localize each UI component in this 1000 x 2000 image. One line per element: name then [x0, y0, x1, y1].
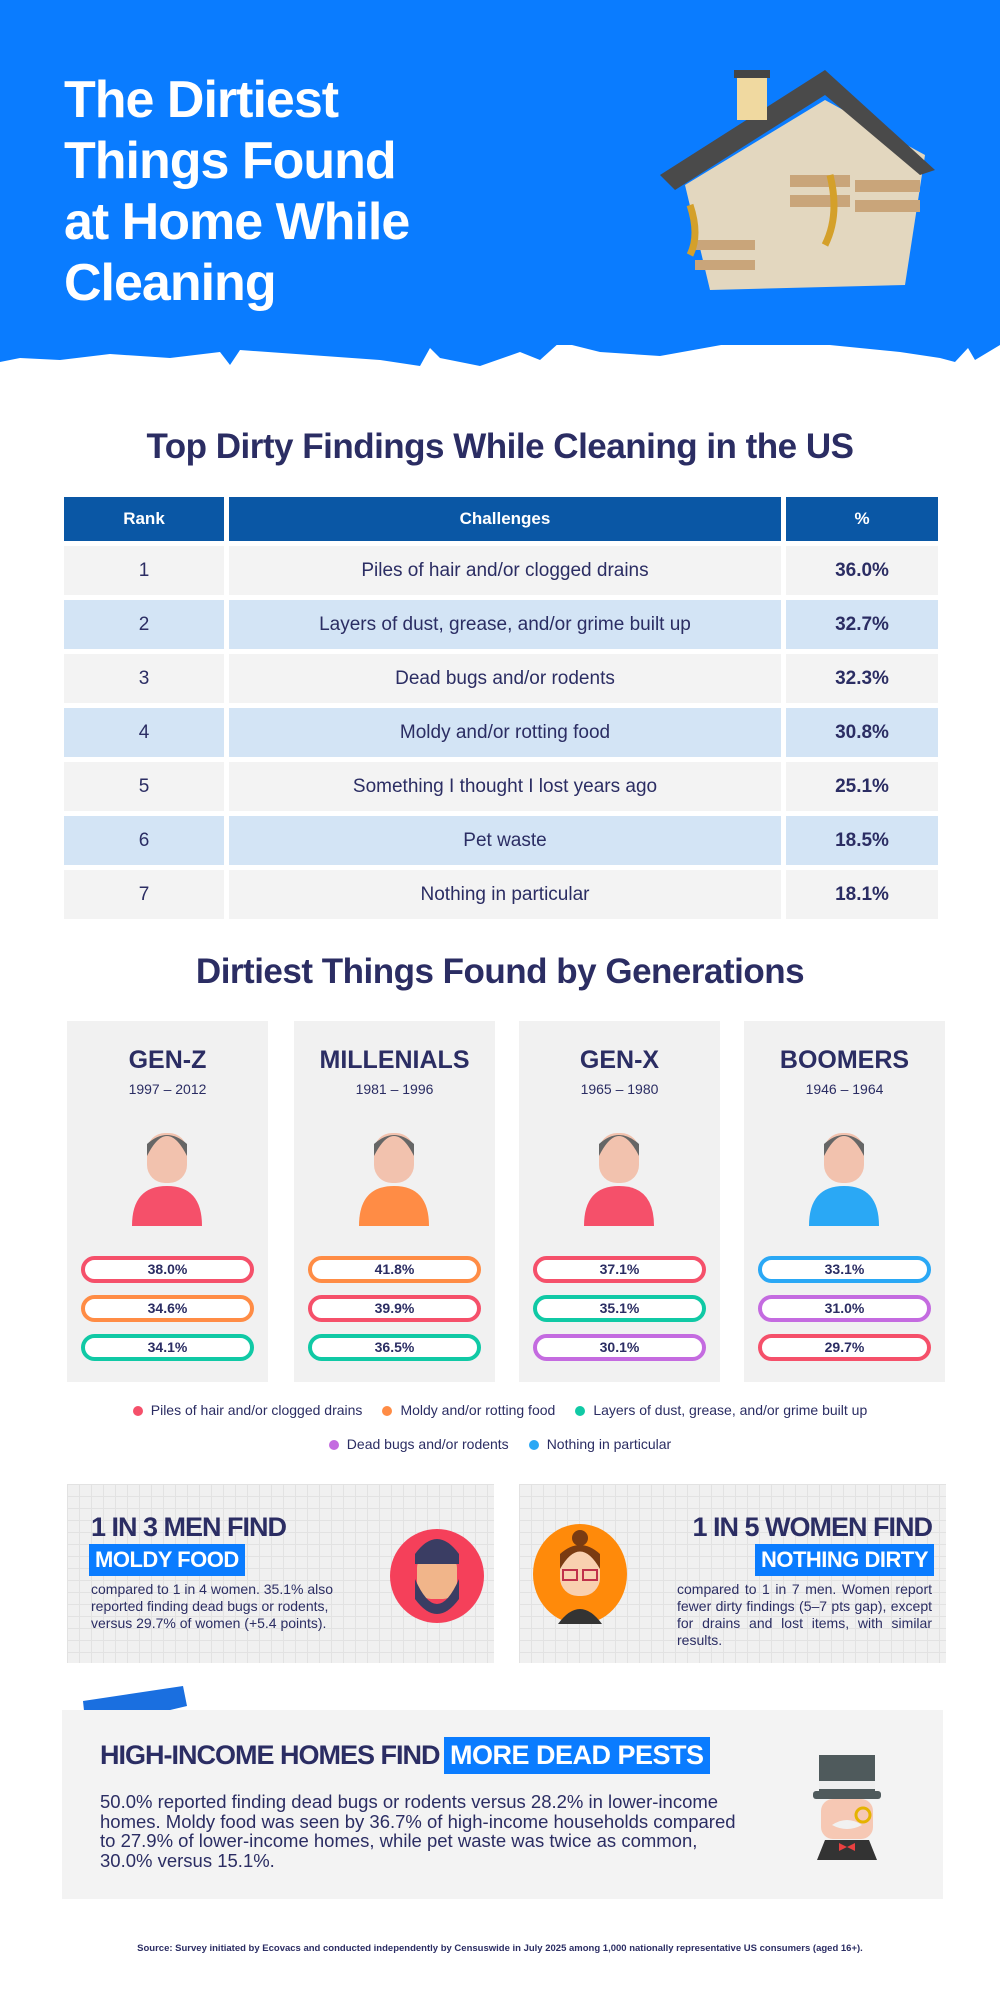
pct-cell: 32.7% — [786, 600, 938, 649]
stat-pill: 39.9% — [308, 1295, 481, 1322]
table-row: 3 Dead bugs and/or rodents 32.3% — [64, 654, 938, 703]
legend-dot — [575, 1406, 586, 1416]
legend-item: Piles of hair and/or clogged drains — [132, 1402, 363, 1418]
stat-pill: 37.1% — [533, 1256, 706, 1283]
generation-card: GEN-Z 1997 – 2012 38.0% 34.6% 34.1% — [67, 1021, 268, 1382]
challenge-cell: Dead bugs and/or rodents — [229, 654, 781, 703]
men-stat-card: 1 IN 3 MEN FIND MOLDY FOOD compared to 1… — [67, 1484, 494, 1663]
challenge-cell: Pet waste — [229, 816, 781, 865]
stat-pill: 33.1% — [758, 1256, 931, 1283]
income-card: HIGH-INCOME HOMES FIND MORE DEAD PESTS 5… — [62, 1710, 943, 1899]
generation-card: BOOMERS 1946 – 1964 33.1% 31.0% 29.7% — [744, 1021, 945, 1382]
women-stat-card: 1 IN 5 WOMEN FIND NOTHING DIRTY compared… — [519, 1484, 946, 1663]
women-body: compared to 1 in 7 men. Women report few… — [677, 1581, 932, 1648]
rank-cell: 6 — [64, 816, 224, 865]
generation-name: MILLENIALS — [319, 1046, 470, 1074]
source-note: Source: Survey initiated by Ecovacs and … — [137, 1943, 863, 1954]
pct-cell: 36.0% — [786, 546, 938, 595]
pct-cell: 18.5% — [786, 816, 938, 865]
legend-label: Dead bugs and/or rodents — [346, 1436, 509, 1452]
women-highlight: NOTHING DIRTY — [754, 1544, 934, 1576]
legend-row-1: Piles of hair and/or clogged drains Moldy… — [0, 1402, 1000, 1418]
legend-item: Dead bugs and/or rodents — [328, 1436, 509, 1452]
stat-pill: 41.8% — [308, 1256, 481, 1283]
challenge-cell: Piles of hair and/or clogged drains — [229, 546, 781, 595]
legend-dot — [328, 1440, 339, 1450]
generation-name: BOOMERS — [779, 1046, 910, 1074]
men-body: compared to 1 in 4 women. 35.1% also rep… — [91, 1581, 334, 1631]
generation-years: 1965 – 1980 — [580, 1081, 659, 1097]
legend-label: Nothing in particular — [546, 1436, 672, 1452]
pct-cell: 32.3% — [786, 654, 938, 703]
rank-cell: 3 — [64, 654, 224, 703]
rank-cell: 4 — [64, 708, 224, 757]
pct-cell: 18.1% — [786, 870, 938, 919]
challenge-cell: Nothing in particular — [229, 870, 781, 919]
table-row: 7 Nothing in particular 18.1% — [64, 870, 938, 919]
stat-pill: 36.5% — [308, 1334, 481, 1361]
stat-pill: 31.0% — [758, 1295, 931, 1322]
pct-cell: 30.8% — [786, 708, 938, 757]
challenge-cell: Something I thought I lost years ago — [229, 762, 781, 811]
stat-pill: 29.7% — [758, 1334, 931, 1361]
findings-table: Rank Challenges % 1 Piles of hair and/or … — [59, 492, 943, 924]
rank-cell: 1 — [64, 546, 224, 595]
generation-card: GEN-X 1965 – 1980 37.1% 35.1% 30.1% — [519, 1021, 720, 1382]
women-headline: 1 IN 5 WOMEN FIND — [692, 1512, 933, 1542]
legend-label: Moldy and/or rotting food — [400, 1402, 556, 1418]
pct-cell: 25.1% — [786, 762, 938, 811]
income-highlight: MORE DEAD PESTS — [443, 1737, 710, 1774]
table-row: 2 Layers of dust, grease, and/or grime bu… — [64, 600, 938, 649]
stat-pill: 34.6% — [81, 1295, 254, 1322]
generation-years: 1946 – 1964 — [805, 1081, 884, 1097]
top-hat-gentleman-icon — [813, 1755, 881, 1860]
men-highlight: MOLDY FOOD — [89, 1544, 245, 1576]
rank-cell: 5 — [64, 762, 224, 811]
rank-cell: 7 — [64, 870, 224, 919]
table-row: 5 Something I thought I lost years ago 25.… — [64, 762, 938, 811]
income-headline: HIGH-INCOME HOMES FIND — [100, 1740, 440, 1770]
rank-cell: 2 — [64, 600, 224, 649]
col-rank: Rank — [64, 497, 224, 541]
generation-name: GEN-X — [579, 1046, 660, 1074]
challenge-cell: Layers of dust, grease, and/or grime bui… — [229, 600, 781, 649]
page-title: The Dirtiest Things Found at Home While Cle… — [64, 71, 410, 312]
challenge-cell: Moldy and/or rotting food — [229, 708, 781, 757]
stat-pill: 38.0% — [81, 1256, 254, 1283]
elderly-couple-avatar-icon — [809, 1133, 879, 1226]
stat-pill: 34.1% — [81, 1334, 254, 1361]
generation-years: 1981 – 1996 — [355, 1081, 434, 1097]
legend-dot — [382, 1406, 393, 1416]
col-challenges: Challenges — [229, 497, 781, 541]
phone-user-avatar-icon — [359, 1133, 429, 1226]
legend-dot — [132, 1406, 143, 1416]
generations-title: Dirtiest Things Found by Generations — [195, 952, 805, 991]
income-headline-row: HIGH-INCOME HOMES FIND MORE DEAD PESTS — [100, 1737, 710, 1774]
legend-item: Nothing in particular — [528, 1436, 672, 1452]
men-headline: 1 IN 3 MEN FIND — [91, 1512, 287, 1542]
legend-item: Layers of dust, grease, and/or grime bui… — [575, 1402, 867, 1418]
vr-gamer-avatar-icon — [132, 1133, 202, 1226]
generation-card: MILLENIALS 1981 – 1996 41.8% 39.9% 36.5% — [294, 1021, 495, 1382]
woman-books-avatar-icon — [584, 1133, 654, 1226]
income-body: 50.0% reported finding dead bugs or rode… — [100, 1791, 736, 1871]
col-pct: % — [786, 497, 938, 541]
house-illustration — [660, 70, 935, 290]
woman-glasses-icon — [533, 1524, 627, 1624]
legend-dot — [528, 1440, 539, 1450]
table-row: 4 Moldy and/or rotting food 30.8% — [64, 708, 938, 757]
table-title: Top Dirty Findings While Cleaning in the… — [146, 427, 854, 466]
brush-edge — [0, 330, 1000, 366]
stat-pill: 35.1% — [533, 1295, 706, 1322]
legend-label: Piles of hair and/or clogged drains — [150, 1402, 363, 1418]
bearded-man-icon — [390, 1529, 484, 1623]
legend-row-2: Dead bugs and/or rodents Nothing in parti… — [0, 1436, 1000, 1452]
generation-years: 1997 – 2012 — [128, 1081, 207, 1097]
stat-pill: 30.1% — [533, 1334, 706, 1361]
legend-label: Layers of dust, grease, and/or grime bui… — [593, 1402, 868, 1418]
table-row: 6 Pet waste 18.5% — [64, 816, 938, 865]
table-row: 1 Piles of hair and/or clogged drains 36.0… — [64, 546, 938, 595]
legend-item: Moldy and/or rotting food — [382, 1402, 555, 1418]
generation-name: GEN-Z — [128, 1046, 207, 1074]
